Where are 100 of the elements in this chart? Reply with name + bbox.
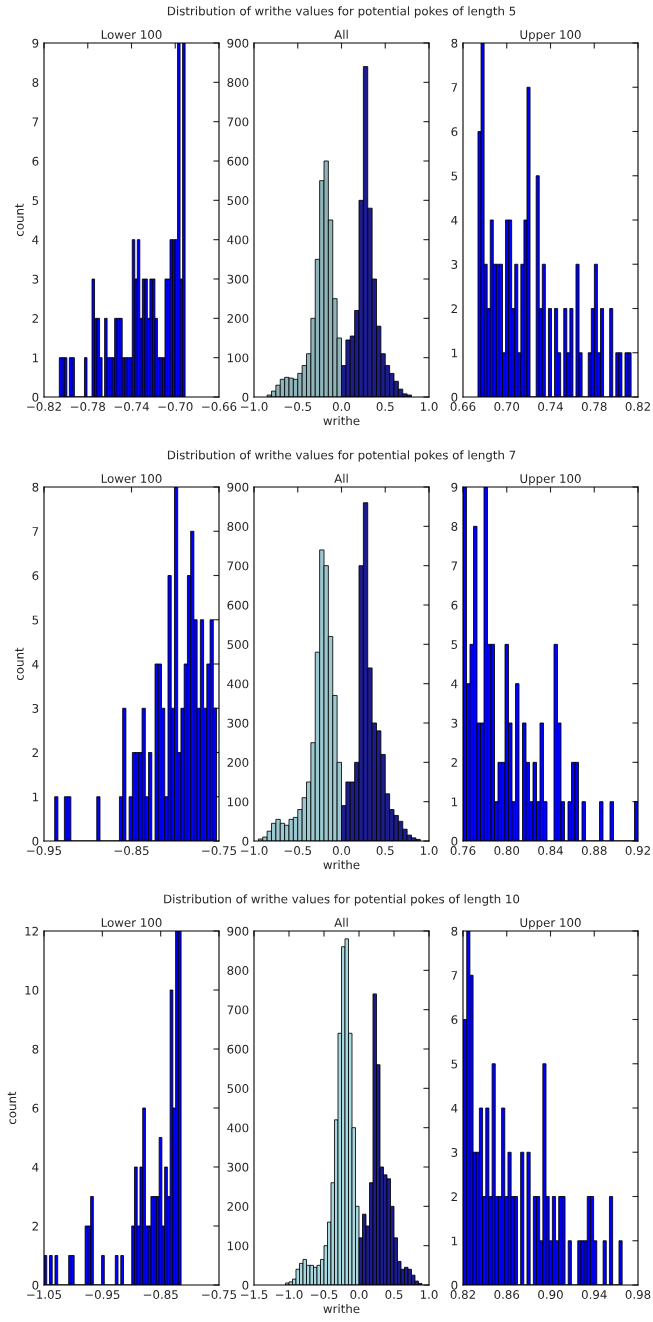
chart-title: All [334,29,348,39]
y-tick-label: 700 [227,117,249,127]
chart-title: All [334,473,348,483]
x-tick-label: 0.82 [450,1290,475,1299]
text: Distribution of writhe values for potential pokes of length 10 [164,894,520,906]
y-axis-title: count [15,647,24,680]
y-tick-label: 4 [451,679,458,689]
y-tick-label: 300 [227,718,249,728]
x-tick-label: −0.85 [114,846,149,855]
x-tick-label: −0.85 [143,1290,178,1299]
y-tick-label: 700 [227,561,249,571]
y-tick-label: 6 [32,571,39,581]
y-tick-label: 5 [32,615,39,625]
y-tick-label: 500 [227,1084,249,1093]
y-tick-label: 0 [242,1280,249,1290]
y-tick-label: 100 [227,797,249,807]
y-tick-label: 5 [451,171,458,181]
chart-title: Lower 100 [101,918,162,927]
y-tick-label: 400 [227,235,249,245]
x-tick-label: 0.70 [494,402,520,411]
y-tick-label: 900 [227,38,249,48]
y-tick-label: 5 [451,640,458,649]
x-tick-label: −1.5 [240,1290,268,1299]
y-tick-label: 1 [451,1236,458,1246]
y-tick-label: 4 [32,235,39,245]
x-tick-label: 0.5 [376,846,394,855]
x-tick-label: 1.0 [420,402,438,411]
y-tick-label: 2 [451,1192,457,1201]
y-tick-label: 6 [32,156,39,166]
y-tick-label: 100 [227,353,249,363]
x-tick-label: 0.90 [538,1290,563,1299]
y-tick-label: 3 [32,274,39,284]
y-tick-label: 2 [451,758,457,767]
y-tick-label: 4 [32,659,39,669]
x-tick-label: −1.0 [275,1290,303,1299]
chart-title: Upper 100 [520,30,581,42]
y-tick-label: 800 [227,966,249,975]
y-tick-label: 5 [451,1059,458,1069]
x-tick-label: −0.66 [202,402,237,411]
y-tick-label: 12 [25,926,38,936]
y-tick-label: 8 [451,522,458,531]
x-tick-label: 1.0 [420,846,438,855]
y-tick-label: 1 [32,792,39,802]
y-tick-label: 6 [451,1015,458,1025]
y-tick-label: 7 [451,561,458,571]
y-tick-label: 8 [32,1044,39,1054]
y-tick-label: 3 [451,718,458,728]
y-tick-label: 0 [451,836,458,846]
y-tick-label: 900 [227,482,249,492]
text: Distribution of writhe values for potential pokes of length 7 [167,450,516,462]
y-tick-label: 4 [451,215,458,225]
y-tick-label: 4 [451,1103,458,1113]
y-tick-label: 800 [227,78,249,87]
y-tick-label: 0 [242,836,249,846]
y-tick-label: 8 [451,38,458,48]
y-tick-label: 7 [451,83,458,92]
y-tick-label: 600 [227,1044,249,1054]
x-tick-label: 0.74 [538,402,563,411]
x-axis-title: writhe [323,416,360,426]
x-tick-label: 0.78 [581,402,607,411]
y-tick-label: 8 [32,78,39,87]
y-tick-label: 400 [227,1123,249,1133]
x-tick-label: 0.88 [581,846,607,855]
y-tick-label: 6 [451,127,458,137]
x-tick-label: 0.0 [332,402,351,411]
x-tick-label: −0.82 [27,402,61,411]
x-tick-label: 0.82 [625,402,650,411]
y-tick-label: 200 [227,1202,249,1211]
x-tick-label: −0.95 [27,846,62,855]
chart-title: Lower 100 [101,30,162,39]
y-tick-label: 200 [227,758,249,767]
x-tick-label: −0.5 [310,1290,338,1299]
x-tick-label: 0.84 [538,846,563,855]
y-tick-label: 2 [32,1221,38,1231]
x-tick-label: 0.92 [625,846,650,855]
y-tick-label: 300 [227,1162,249,1172]
x-tick-label: 1.0 [420,1290,438,1299]
x-tick-label: −0.75 [202,1290,237,1299]
chart-title: Lower 100 [101,474,162,483]
x-tick-label: 0.94 [581,1290,607,1299]
y-tick-label: 3 [451,259,458,269]
y-tick-label: 9 [451,482,458,492]
x-tick-label: −0.95 [85,1290,120,1299]
x-axis-title: writhe [323,860,360,870]
y-tick-label: 100 [227,1241,249,1251]
x-tick-label: 0.66 [450,402,476,411]
y-tick-label: 2 [451,304,457,313]
y-tick-label: 2 [32,748,38,757]
x-tick-label: −0.74 [114,402,149,411]
y-tick-label: 9 [32,38,39,48]
y-tick-label: 1 [451,797,458,807]
x-tick-label: 0.76 [450,846,476,855]
y-tick-label: 3 [32,703,39,713]
x-tick-label: −1.0 [240,846,268,855]
chart-title: Upper 100 [520,474,581,486]
y-tick-label: 5 [32,196,39,205]
x-tick-label: −0.5 [284,402,312,411]
x-tick-label: −0.78 [70,402,106,411]
chart-title: Upper 100 [520,918,581,930]
y-tick-label: 2 [32,314,38,323]
